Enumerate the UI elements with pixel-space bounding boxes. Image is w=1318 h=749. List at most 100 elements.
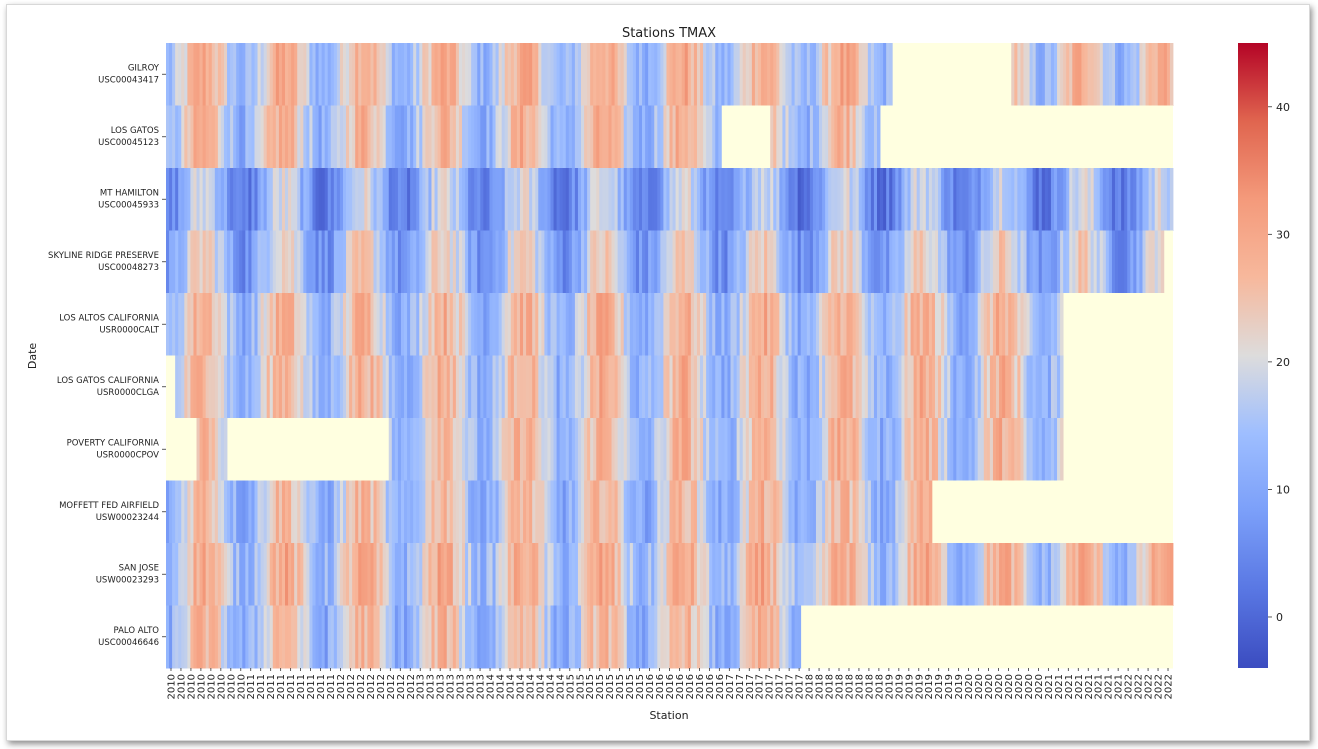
heatmap-cell: [330, 355, 335, 419]
heatmap-cell: [492, 543, 496, 606]
heatmap-cell: [764, 355, 768, 419]
heatmap-cell: [602, 105, 606, 169]
heatmap-cell: [663, 543, 667, 606]
heatmap-cell: [904, 168, 908, 231]
heatmap-cell: [657, 230, 661, 294]
heatmap-cell: [1032, 43, 1037, 106]
heatmap-cell: [544, 355, 548, 419]
heatmap-cell: [559, 543, 564, 606]
heatmap-cell: [794, 168, 799, 231]
heatmap-cell: [568, 43, 573, 106]
heatmap-cell: [776, 480, 780, 544]
heatmap-cell: [852, 418, 857, 481]
heatmap-cell: [565, 293, 570, 356]
heatmap-cell: [660, 543, 664, 606]
heatmap-cell: [629, 293, 634, 356]
heatmap-cell: [202, 230, 207, 294]
heatmap-cell: [288, 105, 292, 169]
heatmap-cell: [757, 293, 762, 356]
x-tick-label: 2019: [934, 674, 945, 699]
heatmap-cell: [309, 168, 313, 231]
heatmap-cell: [306, 230, 310, 294]
heatmap-cell: [394, 293, 399, 356]
heatmap-cell: [980, 543, 985, 606]
heatmap-cell: [327, 605, 332, 669]
x-tick-label: 2019: [914, 674, 925, 699]
heatmap-cell: [922, 168, 927, 231]
heatmap-cell: [269, 230, 274, 294]
heatmap-cell: [693, 105, 698, 169]
heatmap-cell: [166, 293, 170, 356]
heatmap-cell: [553, 105, 557, 169]
heatmap-cell: [1124, 168, 1128, 231]
heatmap-cell: [785, 230, 789, 294]
heatmap-cell: [1118, 230, 1122, 294]
heatmap-cell: [1050, 43, 1055, 106]
heatmap-cell: [812, 355, 817, 419]
heatmap-cell: [1105, 543, 1110, 606]
heatmap-cell: [669, 605, 673, 669]
heatmap-cell: [269, 605, 274, 669]
heatmap-cell: [559, 605, 564, 669]
heatmap-cell: [166, 43, 170, 106]
heatmap-cell: [333, 605, 338, 669]
heatmap-cell: [861, 293, 866, 356]
heatmap-cell: [440, 230, 445, 294]
heatmap-cell: [574, 418, 579, 481]
heatmap-cell: [202, 168, 207, 231]
heatmap-cell: [706, 480, 710, 544]
heatmap-cell: [620, 480, 625, 544]
heatmap-cell: [373, 168, 377, 231]
x-tick-label: 2015: [565, 674, 576, 699]
heatmap-cell: [913, 293, 918, 356]
heatmap-cell: [385, 605, 390, 669]
heatmap-cell: [989, 230, 994, 294]
heatmap-cell: [486, 230, 490, 294]
heatmap-cell: [452, 43, 457, 106]
heatmap-cell: [275, 168, 280, 231]
heatmap-cell: [883, 480, 887, 544]
heatmap-cell: [342, 355, 347, 419]
heatmap-cell: [1136, 230, 1140, 294]
heatmap-cell: [312, 480, 316, 544]
heatmap-cell: [690, 43, 695, 106]
heatmap-cell: [834, 418, 838, 481]
heatmap-cell: [217, 418, 222, 481]
heatmap-cell: [910, 480, 915, 544]
heatmap-cell: [1057, 355, 1061, 419]
heatmap-cell: [629, 230, 634, 294]
heatmap-cell: [208, 293, 213, 356]
heatmap-cell: [898, 168, 902, 231]
heatmap-cell: [376, 168, 380, 231]
heatmap-cell: [626, 605, 631, 669]
heatmap-cell: [681, 418, 686, 481]
heatmap-cell: [794, 355, 799, 419]
heatmap-cell: [925, 293, 930, 356]
station-id-label: USR0000CALT: [99, 325, 159, 335]
heatmap-cell: [986, 293, 991, 356]
heatmap-cell: [227, 480, 231, 544]
heatmap-cell: [462, 543, 466, 606]
heatmap-cell: [535, 605, 539, 669]
heatmap-cell: [184, 293, 188, 356]
heatmap-cell: [562, 480, 567, 544]
heatmap-cell: [852, 43, 857, 106]
heatmap-cell: [611, 293, 615, 356]
heatmap-cell: [608, 230, 612, 294]
heatmap-cell: [965, 293, 969, 356]
station-id-label: USC00043417: [98, 75, 159, 85]
heatmap-cell: [721, 230, 725, 294]
heatmap-cell: [227, 168, 231, 231]
heatmap-cell: [651, 355, 655, 419]
heatmap-cell: [202, 293, 207, 356]
heatmap-cell: [233, 105, 237, 169]
heatmap-cell: [358, 43, 362, 106]
heatmap-cell: [626, 168, 631, 231]
heatmap-cell: [391, 355, 396, 419]
x-tick-label: 2014: [555, 674, 566, 699]
heatmap-cell: [934, 355, 939, 419]
heatmap-cell: [1108, 168, 1113, 231]
heatmap-cell: [352, 543, 356, 606]
heatmap-cell: [803, 168, 808, 231]
heatmap-cell: [492, 293, 496, 356]
